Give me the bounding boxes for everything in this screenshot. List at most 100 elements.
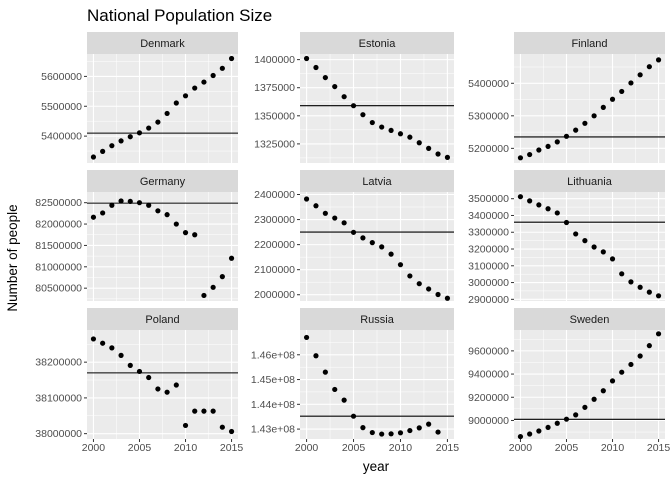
y-tick-label: 1.44e+08 (251, 399, 295, 411)
facet-estonia: Estonia 1325000 1350000 1375000 1400000 (254, 32, 454, 163)
facet-label: Latvia (362, 176, 392, 188)
facet-strip (300, 170, 454, 192)
data-point (210, 284, 216, 290)
data-point (517, 194, 524, 200)
data-point (582, 404, 588, 410)
data-point (655, 293, 662, 299)
y-tick-label: 1375000 (254, 82, 295, 94)
data-point (407, 134, 413, 140)
data-point (591, 113, 597, 119)
data-point (360, 235, 366, 241)
data-point (90, 154, 97, 160)
data-point (192, 408, 198, 414)
data-point (600, 249, 606, 255)
data-point (600, 104, 606, 110)
data-point (201, 79, 207, 85)
y-tick-label: 2900000 (468, 294, 509, 306)
x-tick-label: 2005 (555, 442, 579, 454)
facet-label: Germany (140, 176, 186, 188)
y-tick-label: 81000000 (35, 261, 82, 273)
data-point (173, 382, 179, 388)
data-point (444, 295, 451, 301)
facet-label: Lithuania (567, 176, 613, 188)
data-point (303, 334, 310, 341)
data-point (118, 138, 124, 144)
y-tick-label: 81500000 (35, 240, 82, 252)
data-point (332, 386, 338, 393)
data-point (332, 215, 338, 221)
facet-poland: Poland 38000000 38100000 38200000 2000 2005 20… (35, 308, 243, 454)
data-point (416, 281, 422, 287)
y-tick-label: 38200000 (35, 357, 82, 369)
data-point (118, 198, 124, 204)
data-point (563, 416, 570, 422)
data-point (127, 134, 133, 140)
y-tick-label: 38100000 (35, 392, 82, 404)
y-tick-label: 3100000 (468, 260, 509, 272)
y-tick-label: 80500000 (35, 283, 82, 295)
data-point (609, 256, 616, 262)
x-tick-label: 2000 (295, 442, 319, 454)
data-point (426, 145, 432, 151)
data-point (146, 202, 152, 208)
data-point (379, 244, 385, 250)
x-tick-label: 2005 (128, 442, 152, 454)
data-point (136, 200, 143, 206)
facet-panels: Denmark 5400000 5500000 5600000 Estonia 13250… (35, 32, 670, 454)
data-point (322, 369, 328, 375)
y-tick-label: 1.45e+08 (251, 374, 295, 386)
data-point (536, 428, 542, 434)
data-point (360, 425, 366, 431)
y-tick-label: 3300000 (468, 227, 509, 239)
data-point (527, 198, 533, 204)
data-point (182, 422, 189, 429)
y-tick-label: 3400000 (468, 210, 509, 222)
y-tick-label: 9000000 (468, 415, 509, 427)
y-tick-label: 38000000 (35, 428, 82, 440)
data-point (303, 55, 310, 62)
data-point (322, 210, 328, 216)
data-point (313, 203, 319, 209)
y-tick-label: 3200000 (468, 244, 509, 256)
y-tick-label: 3000000 (468, 277, 509, 289)
facet-strip (300, 32, 454, 54)
data-point (100, 148, 106, 154)
data-point (313, 353, 319, 359)
data-point (313, 64, 319, 71)
y-tick-label: 5300000 (468, 110, 509, 122)
data-point (118, 352, 124, 358)
x-tick-label: 2005 (342, 442, 366, 454)
data-point (379, 431, 385, 437)
data-point (100, 340, 106, 346)
data-point (155, 119, 161, 125)
data-point (628, 279, 634, 285)
facet-finland: Finland 5200000 5300000 5400000 (468, 32, 665, 163)
y-tick-label: 2300000 (254, 214, 295, 226)
data-point (164, 212, 170, 218)
data-point (527, 151, 533, 158)
data-point (591, 396, 597, 402)
data-point (619, 88, 625, 95)
facet-strip (514, 308, 665, 330)
data-point (407, 273, 413, 279)
data-point (517, 433, 524, 440)
data-point (332, 83, 338, 90)
data-point (164, 389, 170, 395)
data-point (573, 412, 579, 418)
data-point (219, 65, 225, 71)
data-point (554, 210, 560, 216)
data-point (369, 119, 375, 126)
data-point (628, 80, 634, 86)
data-point (90, 214, 97, 220)
data-point (350, 413, 357, 419)
data-point (127, 362, 133, 368)
data-point (591, 244, 597, 250)
data-point (109, 202, 115, 208)
data-point (369, 240, 375, 246)
facet-label: Finland (571, 38, 607, 50)
data-point (397, 131, 404, 137)
y-tick-label: 2400000 (254, 189, 295, 201)
chart-title: National Population Size (87, 6, 272, 25)
data-point (228, 255, 235, 261)
